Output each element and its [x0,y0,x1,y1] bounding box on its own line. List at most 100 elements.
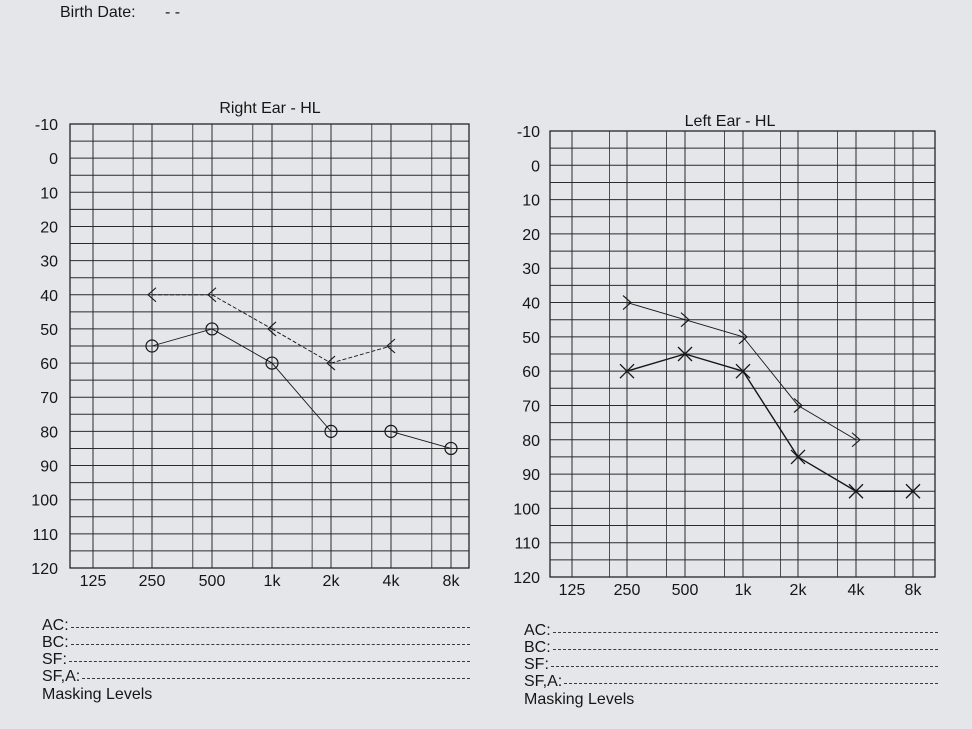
x-tick-label: 2k [790,582,808,599]
legend-bc-line [70,644,470,645]
chart-title: Left Ear - HL [685,113,776,130]
series-line-segment [626,302,686,321]
data-point-caret [851,432,861,448]
series-line-segment [211,294,273,330]
y-tick-label: 90 [40,459,58,476]
legend-ac-label: AC: [42,617,69,634]
series-line-segment [797,405,857,441]
y-tick-label: 90 [522,467,540,484]
series-line-segment [151,328,213,347]
series-line-segment [330,345,392,364]
y-tick-label: 110 [514,536,540,553]
data-point-x [905,483,921,499]
legend-sfa-label: SF,A: [524,673,563,690]
data-point-x [619,363,635,379]
y-tick-label: 60 [40,356,58,373]
legend-sfa-line [82,678,470,679]
x-tick-label: 8k [905,582,923,599]
data-point-circle [205,322,219,336]
data-point-circle [444,441,458,456]
y-tick-label: -10 [517,124,540,141]
y-tick-label: 20 [522,227,540,244]
series-line-segment [684,319,744,338]
x-tick-label: 4k [848,582,866,599]
legend-sf-label: SF: [524,656,549,673]
y-tick-label: 70 [40,390,58,407]
y-tick-label: 120 [31,561,58,578]
data-point-circle [384,424,398,438]
y-tick-label: -10 [35,117,58,134]
y-tick-label: 80 [40,424,58,441]
left-legend: AC: BC: SF: SF,A: Masking Levels [524,622,938,708]
series-line-segment [742,370,799,458]
data-point-caret [267,321,277,337]
x-tick-label: 250 [139,573,166,590]
y-tick-label: 30 [40,254,58,271]
masking-levels-label: Masking Levels [524,691,635,708]
legend-sfa-line [564,683,938,684]
series-line-segment [626,353,686,372]
data-point-caret [622,295,632,310]
legend-bc-label: BC: [42,634,69,651]
y-tick-label: 20 [40,219,58,236]
data-point-caret [147,287,157,303]
x-tick-label: 4k [383,573,401,590]
legend-sf-line [68,661,470,662]
data-point-x [790,449,806,465]
data-point-circle [265,356,279,370]
data-point-caret [326,355,336,371]
x-tick-label: 1k [735,582,753,599]
y-tick-label: 40 [40,288,58,305]
legend-sf-line [550,666,938,667]
y-tick-label: 10 [522,193,540,210]
legend-bc-line [552,649,938,650]
y-tick-label: 30 [522,261,540,278]
birth-date-label: Birth Date: [60,4,136,21]
masking-levels-label: Masking Levels [42,686,153,703]
data-point-x [735,363,751,379]
y-tick-label: 100 [513,501,540,518]
y-tick-label: 110 [32,527,58,544]
data-point-circle [324,424,338,438]
x-tick-label: 500 [672,582,699,599]
x-tick-label: 125 [80,573,107,590]
legend-ac-line [552,632,938,633]
x-tick-label: 250 [614,582,641,599]
series-line-segment [797,456,857,492]
y-tick-label: 10 [40,185,58,202]
series-line-segment [211,328,273,364]
x-tick-label: 500 [199,573,226,590]
series-line-segment [271,328,332,364]
y-tick-label: 60 [522,364,540,381]
y-tick-label: 70 [522,398,540,415]
y-tick-label: 50 [522,330,540,347]
legend-ac-line [70,627,470,628]
data-point-caret [207,287,217,303]
legend-sf-label: SF: [42,651,67,668]
legend-ac-label: AC: [524,622,551,639]
right-legend: AC: BC: SF: SF,A: Masking Levels [42,617,470,703]
x-tick-label: 2k [323,573,341,590]
series-line-segment [390,430,452,449]
series-line-segment [684,353,744,372]
data-point-circle [145,339,159,353]
y-tick-label: 40 [522,296,540,313]
chart-title: Right Ear - HL [219,100,320,117]
data-point-x [677,346,693,362]
x-tick-label: 1k [264,573,282,590]
y-tick-label: 0 [531,158,540,175]
series-line-segment [271,362,332,432]
birth-date-value: - - [165,4,181,21]
y-tick-label: 120 [513,570,540,587]
data-point-x [848,483,864,499]
x-tick-label: 8k [443,573,461,590]
y-tick-label: 0 [49,151,58,168]
x-tick-label: 125 [559,582,586,599]
y-tick-label: 80 [522,433,540,450]
y-tick-label: 50 [40,322,58,339]
data-point-caret [793,398,803,413]
data-point-caret [738,329,748,345]
